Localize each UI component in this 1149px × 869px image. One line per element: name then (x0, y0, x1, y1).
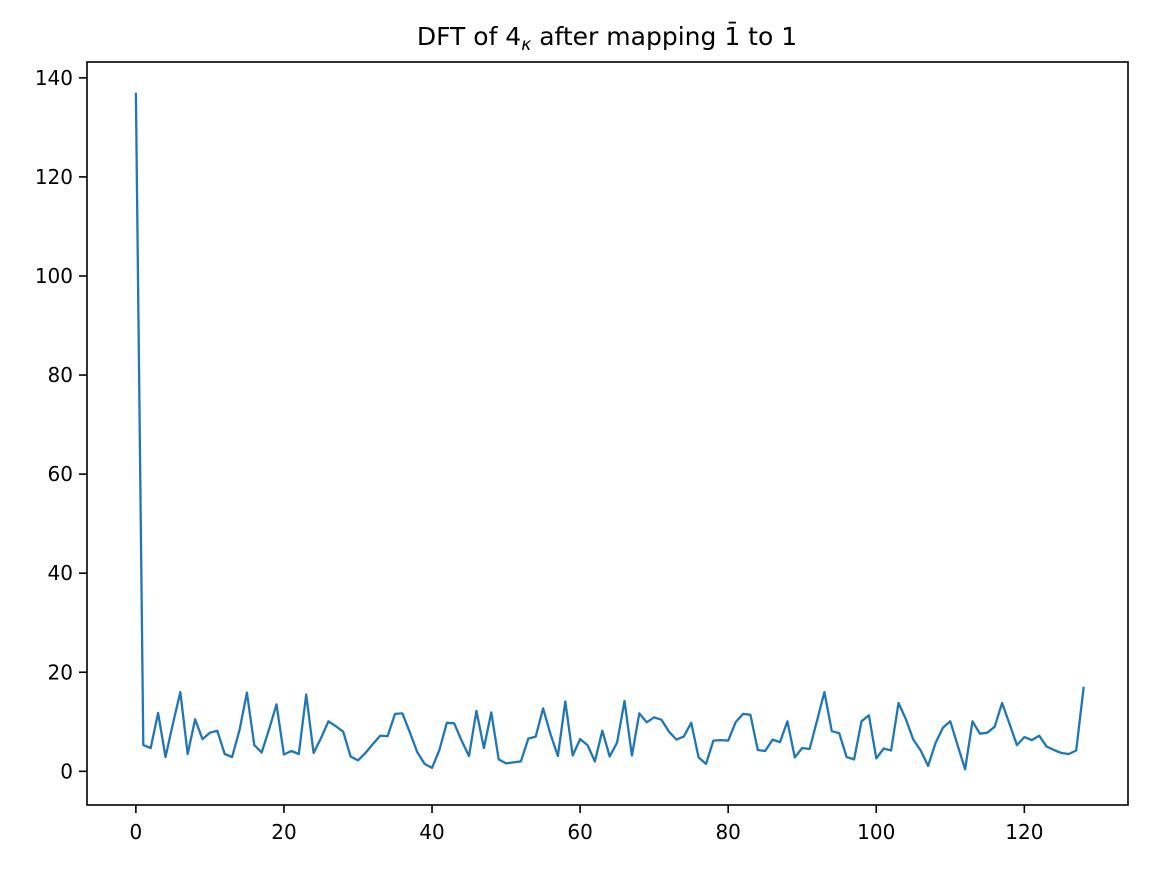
plot-area (87, 62, 1128, 805)
x-axis-ticks: 0 20 40 60 80 100 120 (129, 805, 1043, 844)
x-tick-label: 80 (715, 820, 740, 844)
y-axis-ticks: 0 20 40 60 80 100 120 140 (35, 66, 87, 783)
y-tick-label: 120 (35, 165, 73, 189)
x-tick-label: 100 (857, 820, 895, 844)
x-tick-label: 0 (129, 820, 142, 844)
y-tick-label: 20 (48, 660, 73, 684)
x-tick-label: 40 (419, 820, 444, 844)
y-tick-label: 40 (48, 561, 73, 585)
x-tick-label: 120 (1005, 820, 1043, 844)
title-prefix: DFT of 4 (417, 22, 521, 51)
y-tick-label: 0 (60, 759, 73, 783)
title-one-bar: 1̄ (724, 21, 740, 51)
x-tick-label: 20 (271, 820, 296, 844)
y-tick-label: 100 (35, 264, 73, 288)
title-middle: after mapping (531, 22, 724, 51)
dft-magnitude-line-series (134, 92, 1085, 771)
plot-title: DFT of 4κ after mapping 1̄ to 1 (417, 21, 797, 55)
title-subscript-kappa: κ (521, 35, 531, 55)
x-tick-label: 60 (567, 820, 592, 844)
plot-border (86, 61, 1129, 806)
y-tick-label: 60 (48, 462, 73, 486)
y-tick-label: 140 (35, 66, 73, 90)
y-tick-label: 80 (48, 363, 73, 387)
title-suffix: to 1 (740, 22, 797, 51)
